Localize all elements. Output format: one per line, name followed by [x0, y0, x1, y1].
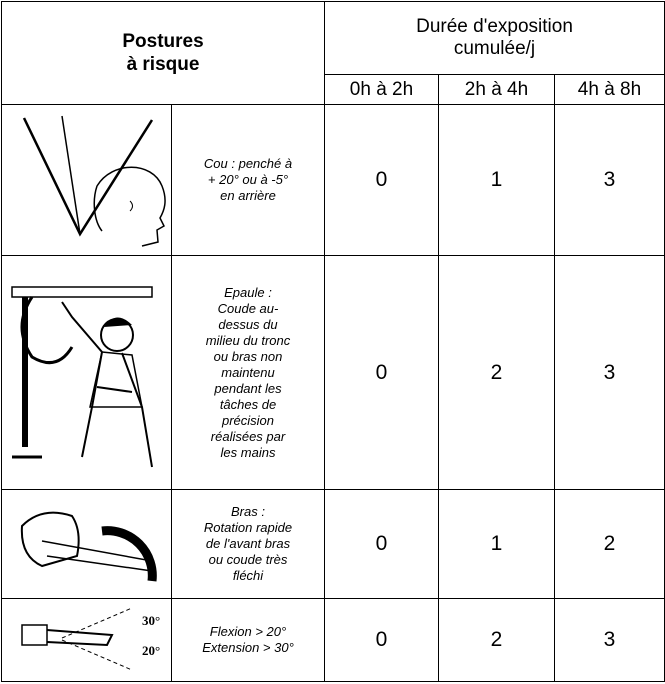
illustration-cell — [1, 255, 172, 490]
illustration-cell — [1, 489, 172, 599]
description-line: ou bras non — [213, 348, 283, 364]
illustration: 30° 20° — [21, 607, 160, 670]
description-line: Extension > 30° — [202, 640, 294, 655]
description-line: de l'avant bras — [205, 536, 291, 551]
posture-row: Epaule : Coude au-dessus du milieu du tron… — [1, 255, 665, 490]
period-header: 0h à 2h — [324, 74, 439, 105]
score-cell: 1 — [438, 104, 555, 256]
score-cell: 0 — [324, 104, 439, 256]
illustration-cell — [1, 104, 172, 256]
description-line: Epaule : — [224, 284, 272, 300]
illustration-cell: 30° 20° — [1, 598, 172, 682]
score-cell: 2 — [438, 598, 555, 682]
period-header: 2h à 4h — [438, 74, 555, 105]
description-line: Bras : — [231, 504, 265, 519]
description-line: les mains — [220, 444, 276, 460]
description-line: Flexion > 20° — [209, 624, 287, 639]
description-cell: Bras : Rotation rapide de l'avant bras ou c… — [171, 489, 325, 599]
description-line: ou coude très — [208, 552, 288, 567]
description-line: maintenu — [221, 364, 275, 380]
description-line: dessus du — [218, 316, 278, 332]
illustration — [11, 285, 153, 467]
score-cell: 0 — [324, 489, 439, 599]
figure-label: 20° — [142, 643, 160, 658]
score-cell: 3 — [554, 255, 665, 490]
description-cell: Flexion > 20° Extension > 30° — [171, 598, 325, 682]
illustration — [20, 511, 157, 582]
description-line: en arrière — [220, 188, 276, 203]
duration-header: Durée d'exposition cumulée/j — [324, 1, 665, 75]
figure-label: 30° — [142, 613, 160, 628]
posture-row: Cou : penché à + 20° ou à -5° en arrière 0 1… — [1, 104, 665, 256]
description-line: tâches de — [219, 396, 277, 412]
header-line: cumulée/j — [453, 38, 536, 59]
period-header: 4h à 8h — [554, 74, 665, 105]
score-cell: 1 — [438, 489, 555, 599]
description-line: Coude au- — [217, 300, 279, 316]
score-cell: 0 — [324, 255, 439, 490]
illustration — [22, 115, 166, 247]
score-cell: 0 — [324, 598, 439, 682]
score-cell: 3 — [554, 104, 665, 256]
score-cell: 2 — [554, 489, 665, 599]
description-line: + 20° ou à -5° — [207, 172, 289, 187]
description-line: précision — [221, 412, 275, 428]
header-line: Postures — [122, 31, 204, 52]
score-cell: 2 — [438, 255, 555, 490]
header-line: Durée d'exposition — [416, 16, 573, 37]
score-cell: 3 — [554, 598, 665, 682]
posture-row: 30° 20° Flexion > 20° Extension > 30° 0 2 3 — [1, 598, 665, 682]
description-line: Cou : penché à — [203, 156, 293, 171]
description-line: milieu du tronc — [205, 332, 291, 348]
description-line: Rotation rapide — [203, 520, 293, 535]
description-line: pendant les — [214, 380, 282, 396]
description-line: réalisées par — [210, 428, 286, 444]
posture-row: Bras : Rotation rapide de l'avant bras ou c… — [1, 489, 665, 599]
description-line: fléchi — [232, 568, 264, 583]
header-line: à risque — [126, 54, 200, 75]
description-cell: Epaule : Coude au-dessus du milieu du tron… — [171, 255, 325, 490]
postures-header: Postures à risque — [1, 1, 325, 105]
description-cell: Cou : penché à + 20° ou à -5° en arrière — [171, 104, 325, 256]
